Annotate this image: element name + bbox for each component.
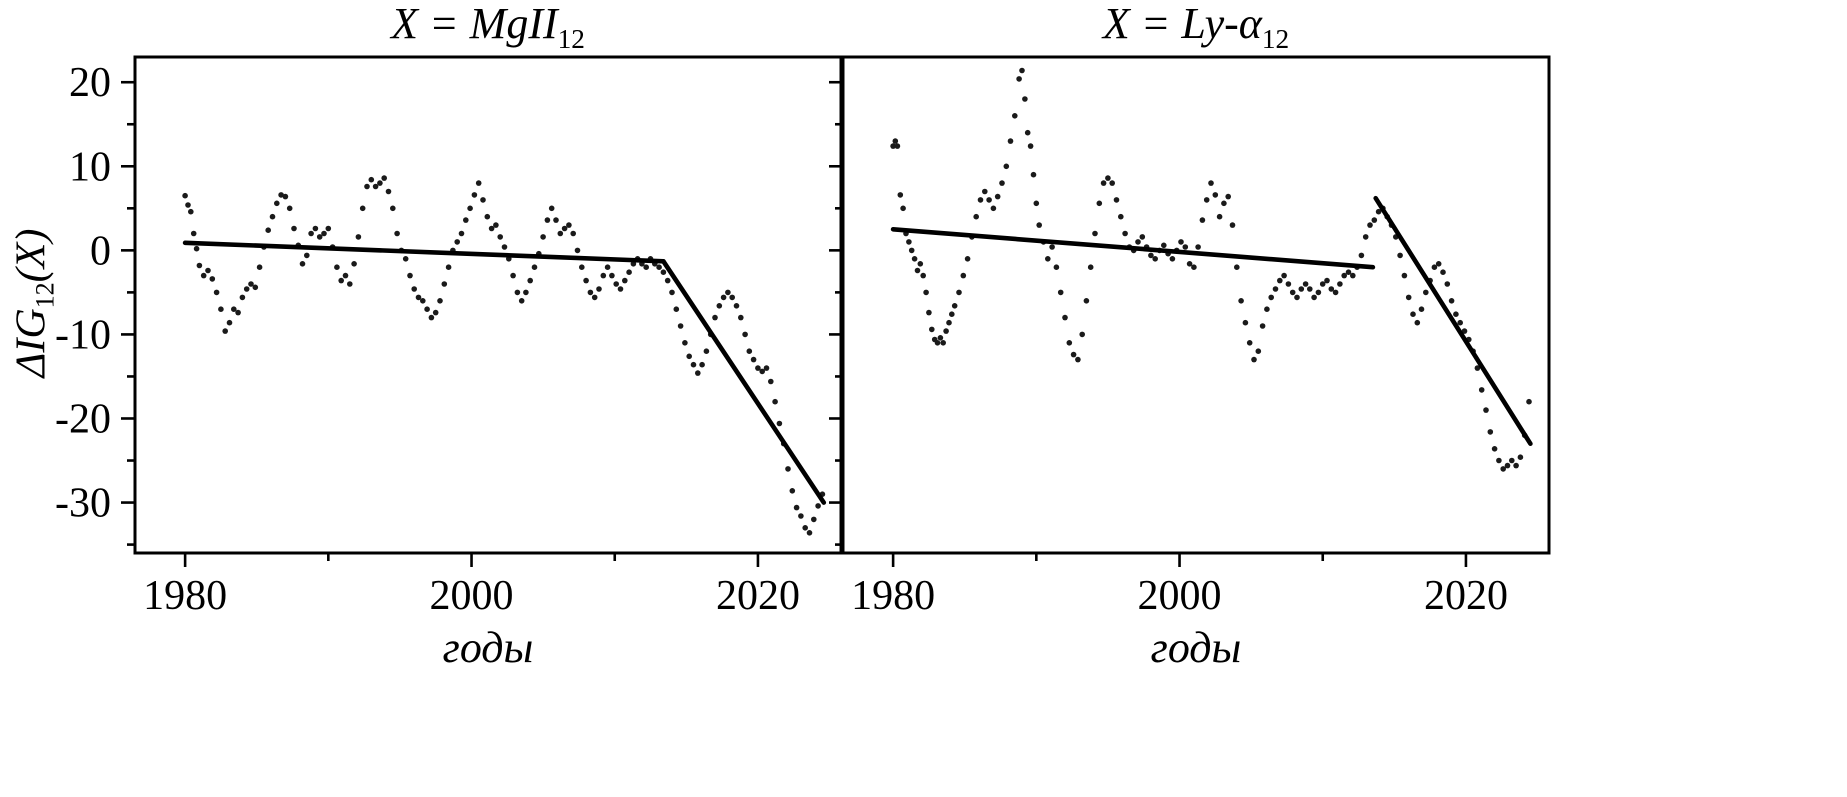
- x-tick-label: 1980: [851, 573, 935, 619]
- y-axis-label: ΔIG12(X): [7, 229, 60, 378]
- panel-title-text: X = Ly-α: [1102, 0, 1262, 48]
- x-axis-label-left: годы: [442, 623, 534, 672]
- y-tick-label: 20: [69, 60, 111, 106]
- plot-frame: [133, 55, 843, 555]
- y-axis-label-subscript: 12: [30, 282, 60, 309]
- y-tick-label: -20: [55, 396, 111, 442]
- x-tick-label: 2020: [1424, 573, 1508, 619]
- panel-title-lya: X = Ly-α12: [843, 0, 1549, 54]
- plot-frame: [841, 55, 1551, 555]
- scatter-series: [182, 175, 826, 536]
- panel-title-subscript: 12: [557, 23, 585, 54]
- panel-lya: 1980 2000 2020: [829, 55, 1551, 619]
- y-axis-label-main: ΔIG: [8, 308, 55, 378]
- panel-title-subscript: 12: [1261, 23, 1290, 54]
- axis-ticks: [829, 80, 1468, 567]
- x-tick-label: 1980: [143, 573, 227, 619]
- axis-ticks: [121, 80, 760, 567]
- x-tick-label: 2000: [430, 573, 514, 619]
- trend-line-1: [890, 227, 1376, 270]
- panel-title-text: X = MgII: [391, 0, 558, 48]
- trend-line-1: [182, 240, 666, 264]
- y-tick-label: 10: [69, 144, 111, 190]
- panel-mgii: -30 -20 -10 0 10 20 1980 2000 2020: [55, 55, 843, 619]
- x-tick-label: 2000: [1138, 573, 1222, 619]
- x-tick-label: 2020: [716, 573, 800, 619]
- panel-title-mgii: X = MgII12: [135, 0, 841, 54]
- scatter-series: [890, 67, 1532, 472]
- trend-line-2: [661, 259, 827, 505]
- trend-line-2: [1373, 195, 1533, 446]
- y-tick-label: 0: [90, 228, 111, 274]
- y-tick-label: -10: [55, 312, 111, 358]
- x-axis-label-right: годы: [1150, 623, 1242, 672]
- y-axis-label-suffix: (X): [8, 228, 55, 283]
- y-tick-label: -30: [55, 481, 111, 527]
